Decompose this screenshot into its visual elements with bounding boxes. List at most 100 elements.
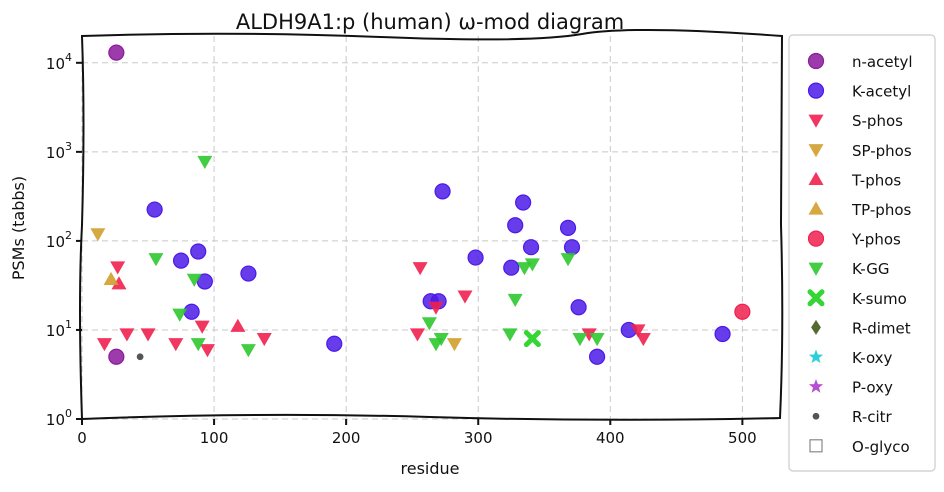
legend-label: S-phos	[852, 112, 903, 130]
data-points	[90, 44, 751, 365]
legend-marker-R-citr	[812, 412, 820, 420]
legend-marker-n-acetyl	[807, 52, 825, 70]
legend-label: K-acetyl	[852, 83, 911, 101]
data-point-S-phos	[96, 338, 112, 352]
data-point-K-acetyl	[146, 201, 163, 218]
y-tick-label: 100	[46, 407, 72, 429]
data-point-R-citr	[136, 353, 144, 361]
data-point-K-acetyl	[240, 265, 257, 282]
data-point-SP-phos	[446, 338, 462, 352]
data-point-K-acetyl	[326, 335, 343, 352]
legend-label: K-GG	[852, 260, 889, 278]
legend-marker-SP-phos	[808, 144, 824, 158]
legend-marker-Y-phos	[807, 230, 825, 247]
data-point-K-GG	[572, 332, 588, 347]
data-point-S-phos	[168, 338, 184, 352]
data-point-TP-phos	[103, 271, 119, 285]
data-point-S-phos	[635, 332, 651, 347]
data-point-K-GG	[516, 262, 532, 276]
data-point-K-acetyl	[588, 348, 606, 365]
legend-box	[788, 34, 936, 472]
legend-marker-P-oxy	[808, 379, 824, 393]
legend-label: O-glyco	[852, 438, 910, 456]
data-point-K-GG	[560, 253, 576, 267]
y-tick-label: 104	[46, 51, 72, 73]
data-point-K-acetyl	[467, 249, 484, 266]
data-point-S-phos	[581, 328, 597, 342]
legend-marker-K-acetyl	[807, 82, 825, 99]
plot-frame	[79, 28, 784, 421]
legend-label: Y-phos	[851, 231, 901, 249]
x-tick-label: 200	[332, 429, 361, 447]
data-point-K-GG	[172, 308, 188, 322]
data-point-n-acetyl	[108, 348, 125, 365]
data-point-S-phos	[409, 328, 425, 342]
data-point-S-phos	[457, 290, 473, 304]
x-tick-label: 400	[596, 429, 625, 447]
data-point-K-acetyl	[434, 183, 451, 200]
data-point-K-GG	[589, 332, 605, 347]
data-point-K-acetyl	[172, 252, 190, 269]
legend-marker-O-glyco	[809, 439, 823, 453]
grid	[81, 36, 782, 420]
x-tick-label: 500	[728, 429, 757, 447]
legend-marker-TP-phos	[808, 201, 824, 215]
y-axis: 100 101 102 103 104	[46, 51, 82, 429]
legend-marker-K-sumo	[807, 289, 825, 307]
data-point-K-acetyl	[190, 243, 207, 260]
data-point-S-phos	[199, 344, 215, 358]
data-point-S-phos	[630, 324, 646, 338]
y-tick-label: 103	[46, 140, 72, 162]
legend-marker-S-phos	[808, 114, 824, 128]
data-point-K-GG	[433, 332, 449, 347]
data-point-T-phos	[111, 276, 127, 290]
data-point-K-GG	[524, 258, 540, 272]
data-point-K-acetyl	[503, 259, 520, 276]
data-point-S-phos	[119, 328, 135, 342]
data-point-S-phos	[140, 328, 156, 342]
legend-label: R-citr	[852, 408, 893, 426]
legend-label: K-sumo	[852, 290, 907, 308]
data-point-K-acetyl	[183, 303, 200, 320]
legend-label: T-phos	[851, 171, 901, 189]
data-point-K-GG	[421, 317, 437, 331]
legend-marker-K-GG	[808, 262, 824, 276]
x-tick-label: 100	[200, 429, 229, 447]
legend-marker-K-oxy	[808, 349, 824, 364]
x-axis: 0 100 200 300 400 500	[77, 419, 757, 447]
data-point-K-acetyl	[196, 273, 213, 290]
legend-label: TP-phos	[851, 201, 911, 219]
x-axis-label: residue	[401, 459, 460, 478]
legend: n-acetyl K-acetyl S-phos SP-phos T-phos TP-ph…	[788, 34, 936, 472]
data-point-T-phos	[230, 318, 246, 332]
data-point-K-acetyl	[515, 194, 532, 211]
data-point-S-phos	[110, 261, 126, 275]
legend-marker-T-phos	[808, 171, 824, 186]
x-tick-label: 300	[464, 429, 493, 447]
data-point-K-acetyl	[522, 239, 540, 256]
data-point-K-GG	[197, 155, 213, 169]
y-tick-label: 101	[46, 318, 72, 340]
data-point-K-GG	[507, 293, 523, 307]
data-point-K-acetyl	[559, 219, 577, 236]
data-point-n-acetyl	[108, 44, 125, 61]
legend-marker-R-dimet	[811, 319, 821, 335]
data-point-K-sumo	[523, 330, 541, 348]
data-point-S-phos	[256, 332, 272, 347]
data-point-K-acetyl	[714, 325, 731, 343]
legend-label: K-oxy	[852, 349, 893, 367]
data-point-S-phos	[428, 301, 444, 315]
data-point-S-phos	[412, 262, 428, 276]
legend-label: P-oxy	[852, 379, 893, 397]
data-point-K-acetyl	[507, 217, 524, 234]
y-axis-label: PSMs (tabbs)	[9, 176, 28, 280]
chart-title: ALDH9A1:p (human) ω-mod diagram	[236, 10, 624, 34]
data-point-SP-phos	[90, 228, 106, 242]
legend-label: n-acetyl	[852, 53, 913, 71]
data-point-K-GG	[502, 328, 518, 342]
y-tick-label: 102	[46, 229, 72, 251]
data-point-S-phos	[194, 320, 210, 334]
legend-label: R-dimet	[852, 319, 911, 337]
data-point-K-acetyl	[563, 239, 581, 256]
